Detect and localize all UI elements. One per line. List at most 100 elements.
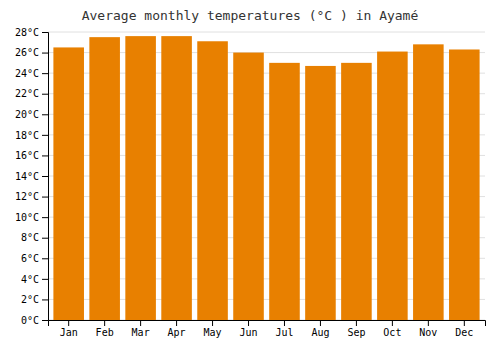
y-tick: 24°C xyxy=(15,68,48,79)
tick-label: Feb xyxy=(96,327,114,338)
bar xyxy=(53,47,84,320)
tick-mark xyxy=(248,320,249,326)
y-tick: 16°C xyxy=(15,150,48,161)
tick-label: Jun xyxy=(239,327,257,338)
tick-mark xyxy=(42,238,48,239)
x-tick: Jul xyxy=(275,320,293,338)
tick-mark xyxy=(42,258,48,259)
tick-mark xyxy=(42,217,48,218)
tick-label: Nov xyxy=(419,327,437,338)
bar xyxy=(305,66,336,320)
y-tick: 4°C xyxy=(21,274,48,285)
chart-container: 0°C 2°C 4°C 6°C 8°C 10°C 12°C 14°C 16°C 18°C 20°C 2… xyxy=(0,0,500,350)
chart-svg: 0°C 2°C 4°C 6°C 8°C 10°C 12°C 14°C 16°C 18°C 20°C 2… xyxy=(0,0,500,350)
plot-area: 0°C 2°C 4°C 6°C 8°C 10°C 12°C 14°C 16°C 18°C 20°C 2… xyxy=(15,27,486,338)
tick-mark xyxy=(42,32,48,33)
x-tick: Apr xyxy=(168,320,186,338)
y-tick: 14°C xyxy=(15,171,48,182)
x-tick: Nov xyxy=(419,320,437,338)
grid-line xyxy=(48,32,485,33)
bar xyxy=(89,37,120,320)
tick-mark xyxy=(42,176,48,177)
tick-mark xyxy=(284,320,285,326)
y-tick: 10°C xyxy=(15,212,48,223)
tick-label: 6°C xyxy=(21,253,39,264)
tick-mark xyxy=(42,94,48,95)
tick-mark xyxy=(42,114,48,115)
tick-mark xyxy=(212,320,213,326)
y-tick: 12°C xyxy=(15,191,48,202)
tick-mark xyxy=(42,299,48,300)
tick-label: 18°C xyxy=(15,130,39,141)
y-tick: 6°C xyxy=(21,253,48,264)
y-axis: 0°C 2°C 4°C 6°C 8°C 10°C 12°C 14°C 16°C 18°C 20°C 2… xyxy=(15,27,49,326)
tick-label: 20°C xyxy=(15,109,39,120)
y-tick: 26°C xyxy=(15,47,48,58)
x-tick: Jan xyxy=(60,320,78,338)
bar xyxy=(413,44,444,320)
tick-mark xyxy=(42,320,48,321)
x-tick: Feb xyxy=(96,320,114,338)
tick-label: 28°C xyxy=(15,27,39,38)
bar xyxy=(377,52,408,320)
tick-mark xyxy=(42,53,48,54)
title: Average monthly temperatures (°C ) in Ay… xyxy=(82,8,419,23)
bar xyxy=(197,41,228,320)
tick-label: 10°C xyxy=(15,212,39,223)
tick-mark xyxy=(320,320,321,326)
y-tick: 2°C xyxy=(21,294,48,305)
tick-label: Oct xyxy=(383,327,401,338)
axis-line xyxy=(49,321,486,327)
tick-mark xyxy=(42,155,48,156)
tick-mark xyxy=(42,197,48,198)
tick-mark xyxy=(428,320,429,326)
tick-label: 26°C xyxy=(15,47,39,58)
bar xyxy=(449,49,480,320)
bar xyxy=(269,63,300,320)
tick-label: Sep xyxy=(347,327,365,338)
bar xyxy=(341,63,372,320)
x-tick: Aug xyxy=(311,320,329,338)
bar xyxy=(125,36,156,320)
tick-mark xyxy=(42,73,48,74)
tick-mark xyxy=(104,320,105,326)
tick-label: Dec xyxy=(455,327,473,338)
bar xyxy=(233,53,264,320)
tick-label: Mar xyxy=(132,327,150,338)
tick-mark xyxy=(140,320,141,326)
tick-label: Jan xyxy=(60,327,78,338)
tick-label: 12°C xyxy=(15,191,39,202)
axis-line xyxy=(42,33,49,321)
tick-mark xyxy=(392,320,393,326)
x-axis: Jan Feb Mar Apr May Jun Jul Aug Sep Oct Nov Dec xyxy=(49,320,486,338)
y-tick: 0°C xyxy=(21,315,48,326)
tick-label: 2°C xyxy=(21,294,39,305)
tick-label: 0°C xyxy=(21,315,39,326)
x-tick: Dec xyxy=(455,320,473,338)
tick-label: 14°C xyxy=(15,171,39,182)
tick-label: 8°C xyxy=(21,232,39,243)
x-tick: Sep xyxy=(347,320,365,338)
tick-mark xyxy=(464,320,465,326)
y-tick: 20°C xyxy=(15,109,48,120)
y-tick: 18°C xyxy=(15,130,48,141)
x-tick: Jun xyxy=(239,320,257,338)
tick-label: Jul xyxy=(275,327,293,338)
bars xyxy=(53,36,479,320)
tick-label: Apr xyxy=(168,327,186,338)
y-tick: 8°C xyxy=(21,232,48,243)
tick-label: 24°C xyxy=(15,68,39,79)
tick-label: 16°C xyxy=(15,150,39,161)
tick-mark xyxy=(356,320,357,326)
x-tick: May xyxy=(204,320,222,338)
tick-label: 22°C xyxy=(15,88,39,99)
y-tick: 28°C xyxy=(15,27,48,38)
tick-label: May xyxy=(204,327,222,338)
grid xyxy=(48,32,485,320)
tick-mark xyxy=(68,320,69,326)
y-tick: 22°C xyxy=(15,88,48,99)
bar xyxy=(161,36,192,320)
tick-mark xyxy=(42,135,48,136)
x-tick: Mar xyxy=(132,320,150,338)
tick-label: Aug xyxy=(311,327,329,338)
